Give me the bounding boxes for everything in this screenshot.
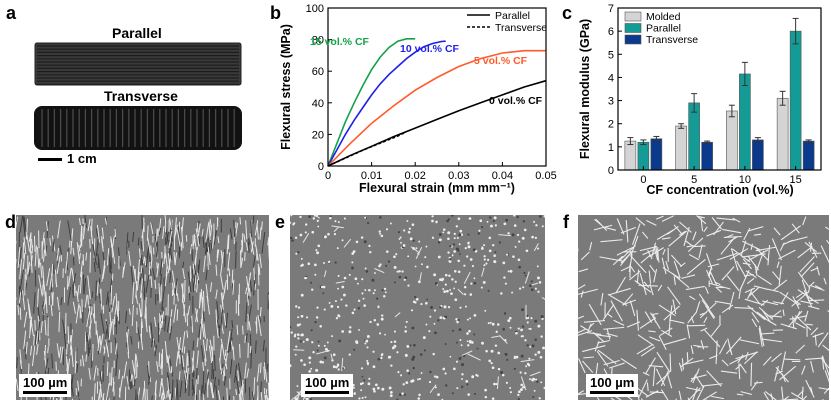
sem-e-scale-bar: 100 µm: [301, 374, 354, 397]
sem-micrograph-transverse: [290, 215, 545, 400]
sem-d-scale-line: [23, 391, 68, 394]
chart-c-ytick-label: 6: [608, 26, 614, 38]
chart-c-bar: [752, 139, 764, 171]
chart-c-ytick-label: 5: [608, 49, 614, 61]
chart-c-xtick-label: 10: [739, 174, 751, 186]
panel-letter-a: a: [6, 3, 17, 23]
chart-b-legend-label: Parallel: [495, 10, 530, 22]
chart-c-ytick-label: 4: [608, 72, 614, 84]
chart-c-bar: [726, 110, 738, 171]
chart-b-curve: [327, 38, 416, 167]
panel-letter-f: f: [563, 212, 569, 232]
flexural-modulus-chart: 0 5 10 15 0 1 2 3 4 5 6 7 Flexural modulus (GPa) CF…: [578, 3, 822, 197]
chart-c-bar: [650, 138, 663, 171]
sem-e-scale-label: 100 µm: [305, 375, 350, 390]
chart-c-ylabel: Flexural modulus (GPa): [578, 19, 592, 159]
chart-c-ytick-label: 1: [608, 142, 614, 154]
chart-b-ytick-label: 0: [318, 161, 324, 173]
chart-b-curve: [327, 49, 546, 167]
chart-c-bar: [789, 30, 802, 171]
chart-c-bar: [688, 102, 700, 171]
sem-d-scale-label: 100 µm: [23, 375, 68, 390]
chart-b-xtick-label: 0.03: [448, 170, 469, 182]
chart-c-legend-swatch: [624, 23, 642, 33]
parallel-printed-sample: [34, 42, 242, 86]
chart-b-frame: [327, 7, 547, 167]
chart-c-legend-label: Molded: [646, 11, 681, 23]
chart-c-bar: [675, 125, 687, 171]
chart-c-ytick-label: 7: [608, 3, 614, 15]
transverse-printed-sample: [34, 106, 242, 150]
sem-f-scale-bar: 100 µm: [586, 374, 639, 397]
chart-b-ytick-label: 40: [312, 98, 324, 110]
sample-scale-label: 1 cm: [67, 151, 97, 166]
chart-c-xtick-label: 5: [691, 174, 697, 186]
chart-b-curve-label: 0 vol.% CF: [489, 95, 543, 107]
chart-c-bar: [701, 141, 713, 171]
chart-c-bar: [624, 140, 637, 171]
chart-b-xtick-label: 0.04: [492, 170, 513, 182]
chart-c-bar: [776, 97, 789, 171]
sem-f-scale-label: 100 µm: [590, 375, 635, 390]
chart-c-bar: [739, 73, 751, 171]
sample-scale-bar: [38, 158, 62, 161]
sem-e-scale-line: [305, 391, 350, 394]
chart-b-ytick-label: 100: [306, 3, 324, 15]
stress-strain-chart: 0 0.01 0.02 0.03 0.04 0.05 0 20 40 60 80 100 Flexur…: [279, 3, 557, 195]
chart-b-curve-label: 10 vol.% CF: [400, 43, 460, 55]
sem-micrograph-molded: [578, 215, 829, 400]
parallel-sample-label: Parallel: [112, 25, 162, 41]
chart-b-ylabel: Flexural stress (MPa): [279, 24, 293, 150]
chart-c-legend-label: Transverse: [646, 34, 698, 46]
chart-c-ytick-label: 0: [608, 165, 614, 177]
chart-c-ytick-label: 3: [608, 96, 614, 108]
panel-letter-d: d: [5, 212, 16, 232]
chart-c-xlabel: CF concentration (vol.%): [646, 183, 793, 197]
chart-b-xtick-label: 0.02: [404, 170, 425, 182]
panel-letter-e: e: [275, 212, 286, 232]
chart-c-legend-swatch: [624, 11, 642, 22]
chart-b-xlabel: Flexural strain (mm mm⁻¹): [359, 181, 515, 195]
chart-b-legend-label: Transverse: [495, 22, 547, 34]
chart-b-ytick-label: 20: [312, 129, 324, 141]
chart-c-frame: [617, 7, 822, 171]
chart-b-ytick-label: 60: [312, 66, 324, 78]
chart-b-xtick-label: 0.05: [535, 170, 556, 182]
transverse-sample-label: Transverse: [104, 88, 178, 104]
chart-c-bar: [637, 141, 650, 171]
chart-b-curve-label: 15 vol.% CF: [310, 36, 370, 48]
sem-f-scale-line: [590, 391, 635, 394]
panel-letter-c: c: [562, 3, 573, 23]
chart-b-curve: [327, 132, 405, 167]
chart-c-legend-swatch: [624, 34, 642, 45]
chart-b-curve: [327, 40, 446, 167]
chart-b-xtick-label: 0: [325, 170, 331, 182]
chart-b-ytick-label: 80: [312, 35, 324, 47]
chart-b-curve: [327, 79, 547, 167]
chart-c-xtick-label: 15: [790, 174, 802, 186]
chart-c-bar: [802, 140, 815, 171]
chart-b-xtick-label: 0.01: [361, 170, 382, 182]
sem-d-scale-bar: 100 µm: [19, 374, 72, 397]
chart-c-xtick-label: 0: [640, 174, 646, 186]
chart-c-legend-label: Parallel: [646, 23, 681, 35]
sem-micrograph-parallel: [16, 215, 269, 400]
chart-c-ytick-label: 2: [608, 119, 614, 131]
panel-letter-b: b: [270, 3, 281, 23]
chart-b-curve-label: 5 vol.% CF: [474, 55, 528, 67]
